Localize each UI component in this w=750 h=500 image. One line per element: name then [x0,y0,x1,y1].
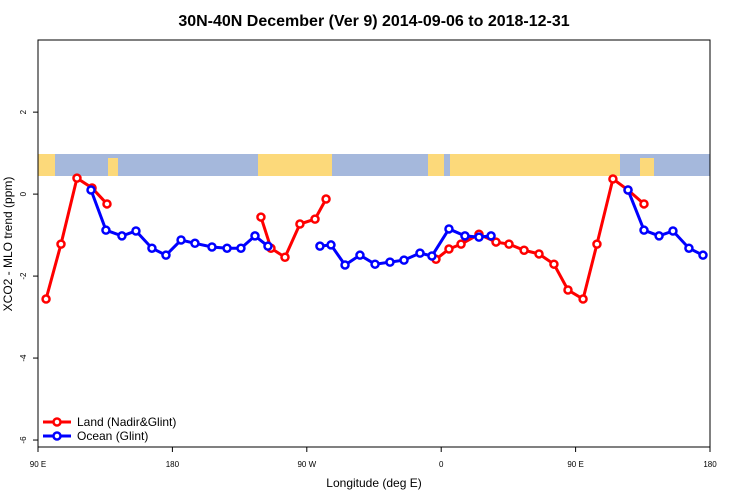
series-line [44,175,645,302]
point [310,214,320,224]
legend-label: Ocean (Glint) [77,429,148,443]
point [86,185,96,195]
point [326,240,336,250]
x-tick-label: 90 W [297,460,316,469]
point [321,194,331,204]
point [101,225,111,235]
point [534,249,544,259]
point [256,212,266,222]
point [504,239,514,249]
point [131,226,141,236]
point [491,237,501,247]
point [639,225,649,235]
point [147,243,157,253]
point [456,239,466,249]
y-tick-label: -4 [19,354,28,362]
point [117,231,127,241]
point [549,259,559,269]
x-tick-label: 90 E [567,460,583,469]
legend-label: Land (Nadir&Glint) [77,415,176,429]
point [698,250,708,260]
series-line [89,189,704,268]
point [460,231,470,241]
x-tick-label: 180 [703,460,717,469]
point [444,244,454,254]
point [444,224,454,234]
legend-marker [52,417,62,427]
point [592,239,602,249]
x-axis-label: Longitude (deg E) [326,476,421,490]
legend-marker [52,431,62,441]
point [623,185,633,195]
point [340,260,350,270]
point [295,219,305,229]
y-tick-label: 0 [19,191,28,196]
point [102,199,112,209]
plot-frame [37,39,711,448]
point [250,231,260,241]
point [578,294,588,304]
y-axis-label: XCO2 - MLO trend (ppm) [1,177,15,312]
point [486,231,496,241]
point [56,239,66,249]
point [427,251,437,261]
y-tick-label: 2 [19,109,28,114]
point [355,250,365,260]
point [41,294,51,304]
point [385,257,395,267]
point [315,241,325,251]
point [474,232,484,242]
point [280,252,290,262]
point [519,245,529,256]
map-band [38,154,710,176]
point [608,174,618,184]
x-tick-label: 0 [439,460,444,469]
point [399,255,409,265]
point [263,241,273,251]
point [72,173,82,183]
point [370,259,380,269]
point [668,226,678,236]
point [176,235,186,245]
x-tick-label: 180 [166,460,180,469]
point [415,248,425,258]
y-tick-label: -2 [19,272,28,280]
point [207,242,217,252]
point [563,285,573,295]
chart-title: 30N-40N December (Ver 9) 2014-09-06 to 2… [178,13,569,30]
point [161,250,171,260]
point [222,243,232,253]
point [190,238,200,249]
point [236,243,246,253]
x-tick-label: 90 E [30,460,46,469]
y-tick-label: -6 [19,436,28,444]
point [654,231,664,241]
point [684,243,694,253]
point [639,199,649,209]
